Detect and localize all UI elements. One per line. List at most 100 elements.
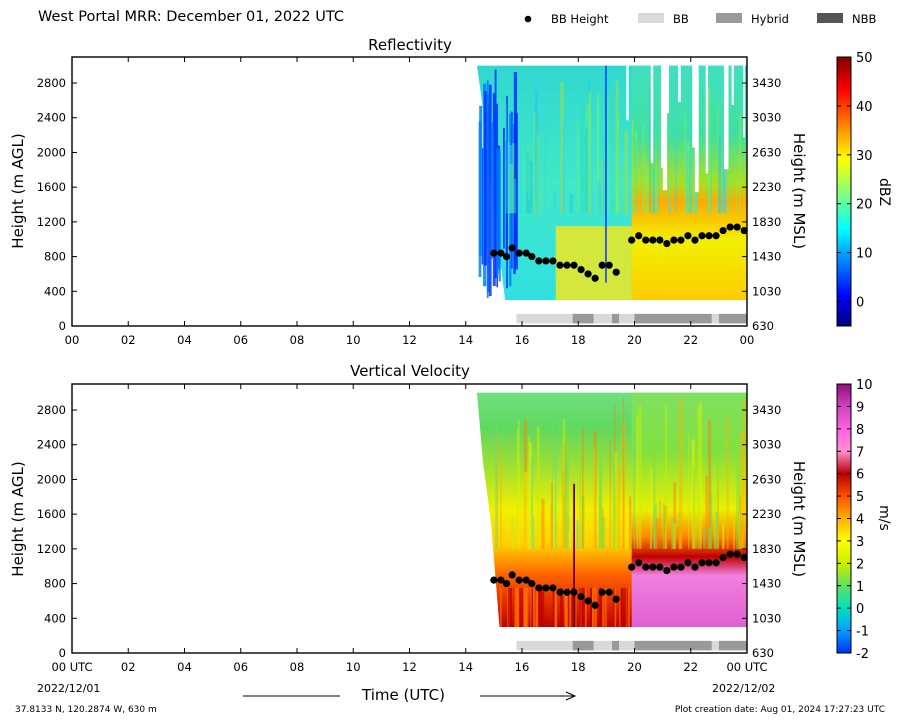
velocity-streak [733,518,735,549]
legend-swatch [817,13,843,23]
bb-height-point [522,576,530,584]
echo-streak [669,202,671,214]
bb-height-point [598,588,606,596]
y-tick-label: 2000 [37,472,66,486]
x-tick-label: 14 [458,333,473,347]
echo-streak [544,117,546,214]
echo-streak [652,169,655,214]
bb-type-segment [634,640,712,651]
bb-height-point [663,566,671,575]
echo-streak [602,138,605,214]
velocity-streak [713,478,717,549]
reflectivity-title: Reflectivity [368,36,452,54]
echo-streak [553,190,556,214]
bb-height-point [584,597,592,605]
x-tick-label: 04 [177,660,192,674]
velocity-streak [697,403,701,549]
velocity-streak [743,399,746,549]
velocity-streak [529,442,532,549]
bb-height-point [515,576,523,584]
echo-streak [615,80,619,214]
velocity-streak [521,587,524,627]
x-tick-label: 22 [683,660,698,674]
velocity-colorbar-ticks: -2 -1 0 1 2 3 4 5 6 7 8 9 10 [837,378,873,662]
bb-height-point [642,236,650,244]
echo-streak [534,89,538,214]
bb-height-point [570,261,578,269]
x-tick-label: 10 [346,660,361,674]
echo-streak [505,103,507,214]
velocity-streak [614,452,618,549]
velocity-streak [726,417,729,549]
echo-streak [611,81,614,214]
velocity-streak [710,490,713,549]
y-tick-label: 800 [44,577,66,591]
velocity-streak [581,427,584,549]
legend-label: NBB [852,12,876,26]
bb-type-segment [718,640,747,651]
legend-dot [524,15,532,23]
velocity-streak [659,501,661,549]
colorbar-tick-label: 40 [856,100,873,115]
echo-streak [496,147,499,275]
bb-height-point [656,236,664,244]
bb-height-point [612,268,620,276]
bb-height-point [542,257,550,265]
velocity-streak [736,464,740,549]
bb-height-point [535,257,543,265]
y-tick-label: 1200 [37,542,66,556]
bb-height-point [677,236,685,244]
bb-type-segment [619,313,635,324]
velocity-streak [573,483,575,627]
legend-label: BB Height [551,12,609,26]
echo-gap [724,65,729,162]
reflectivity-ylabel-right: Height (m MSL) [790,132,808,250]
velocity-streak [541,498,545,549]
colorbar-tick-label: 2 [856,557,864,572]
y-tick-label-right: 1830 [752,215,781,229]
x-tick-label: 06 [233,333,248,347]
echo-streak [630,203,634,214]
echo-streak [527,200,530,214]
bb-type-segment [593,313,612,324]
velocity-streak [528,435,530,549]
bb-height-point [705,232,713,240]
velocity-streak [619,587,621,627]
bb-height-point [542,584,550,592]
velocity-streak [638,405,642,549]
echo-streak [642,156,646,214]
legend-swatch [638,13,664,23]
colorbar-tick-label: 0 [856,602,864,617]
bb-height-point [528,252,536,261]
y-tick-label-right: 1030 [752,611,781,625]
velocity-title: Vertical Velocity [350,362,470,380]
x-tick-label: 10 [346,333,361,347]
echo-streak [508,173,511,214]
velocity-streak [564,587,568,627]
colorbar-tick-label: 7 [856,445,864,460]
echo-streak [502,128,505,249]
bb-height-point [605,261,613,269]
y-tick-label: 400 [44,611,66,625]
velocity-streak [524,587,528,627]
bb-type-segment [572,640,594,651]
velocity-streak [516,587,520,627]
bb-height-point [698,559,706,567]
echo-gap [692,65,697,148]
velocity-streak [568,530,571,549]
echo-streak [728,162,731,214]
y-tick-label: 2400 [37,438,66,452]
bb-height-point [705,559,713,567]
bb-type-segment [612,640,620,651]
y-tick-label-right: 1030 [752,284,781,298]
y-tick-label-right: 3030 [752,438,781,452]
velocity-streak [740,528,744,549]
velocity-streak [707,419,711,549]
colorbar-tick-label: 8 [856,423,864,438]
echo-gap [705,65,709,174]
velocity-streak [655,519,659,549]
velocity-streak [700,400,702,549]
x-tick-label: 00 [740,333,755,347]
echo-streak [717,106,719,214]
